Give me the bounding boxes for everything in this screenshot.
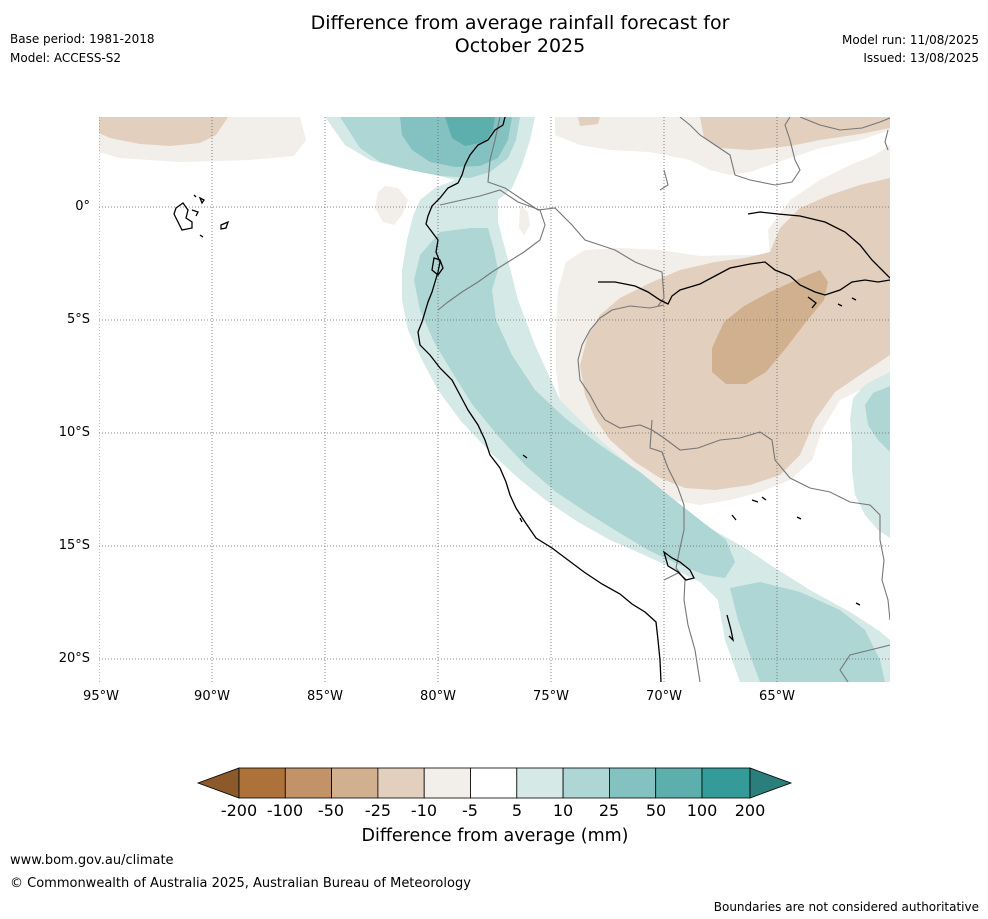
colorbar-caption: Difference from average (mm): [361, 826, 629, 846]
lat-label-15s: 15°S: [58, 538, 90, 553]
map-title: Difference from average rainfall forecas…: [200, 12, 840, 58]
lon-label-75w: 75°W: [533, 689, 569, 704]
issued-date: Issued: 13/08/2025: [863, 51, 979, 65]
colorbar-swatch-gt-200: [749, 767, 793, 799]
colorbar-tick-label: 25: [598, 801, 620, 820]
colorbar-tick-label: 200: [734, 801, 766, 820]
colorbar-tick-label: -200: [220, 801, 258, 820]
model-name: Model: ACCESS-S2: [10, 51, 122, 65]
colorbar-tick-label: -100: [266, 801, 304, 820]
title-line-1: Difference from average rainfall forecas…: [310, 12, 730, 34]
lat-label-10s: 10°S: [58, 425, 90, 440]
lat-label-0: 0°: [75, 199, 90, 214]
colorbar-tick-label: -5: [462, 801, 478, 820]
website-link[interactable]: www.bom.gov.au/climate: [10, 853, 174, 868]
graticule: [99, 117, 890, 682]
colorbar-tick-label: -25: [364, 801, 392, 820]
colorbar-swatch-50-25: [331, 767, 379, 799]
lat-label-5s: 5°S: [66, 312, 90, 327]
base-period: Base period: 1981-2018: [10, 32, 155, 46]
colorbar-swatch-10-5: [423, 767, 471, 799]
colorbar-swatch-10-25: [562, 767, 610, 799]
lon-label-95w: 95°W: [83, 689, 119, 704]
lon-label-80w: 80°W: [420, 689, 456, 704]
colorbar-swatch-25-50: [609, 767, 657, 799]
colorbar-tick-label: 50: [645, 801, 667, 820]
colorbar-swatch-100-50: [284, 767, 332, 799]
colorbar-swatch-lt-200: [196, 767, 240, 799]
colorbar-swatch-100-200: [701, 767, 751, 799]
colorbar-swatch-50-100: [655, 767, 703, 799]
coastlines: [173, 117, 890, 682]
colorbar-tick-label: 100: [686, 801, 718, 820]
copyright-notice: © Commonwealth of Australia 2025, Austra…: [10, 876, 471, 891]
title-line-2: October 2025: [454, 35, 586, 57]
colorbar-tick-label: -10: [410, 801, 438, 820]
colorbar-tick-label: 10: [552, 801, 574, 820]
lon-label-90w: 90°W: [194, 689, 230, 704]
lon-label-70w: 70°W: [646, 689, 682, 704]
colorbar-swatch-25-10: [377, 767, 425, 799]
lat-label-20s: 20°S: [58, 651, 90, 666]
colorbar-tick-label: 5: [511, 801, 523, 820]
country-borders: [437, 117, 890, 682]
boundary-disclaimer: Boundaries are not considered authoritat…: [713, 900, 979, 914]
dry-anomaly-areas: [99, 117, 890, 505]
colorbar-tick-label: -50: [317, 801, 345, 820]
colorbar-swatch-5-5: [470, 767, 518, 799]
model-run-date: Model run: 11/08/2025: [841, 33, 979, 47]
colorbar-swatch-200-100: [238, 767, 286, 799]
lon-label-65w: 65°W: [759, 689, 795, 704]
colorbar-swatch-5-10: [516, 767, 564, 799]
wet-anomaly-areas: [325, 117, 890, 682]
lon-label-85w: 85°W: [307, 689, 343, 704]
